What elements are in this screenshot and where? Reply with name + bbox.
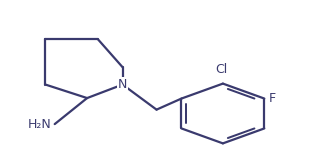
Text: H₂N: H₂N	[28, 118, 52, 131]
Text: F: F	[269, 92, 276, 105]
Text: Cl: Cl	[215, 63, 228, 76]
Text: N: N	[118, 78, 127, 91]
